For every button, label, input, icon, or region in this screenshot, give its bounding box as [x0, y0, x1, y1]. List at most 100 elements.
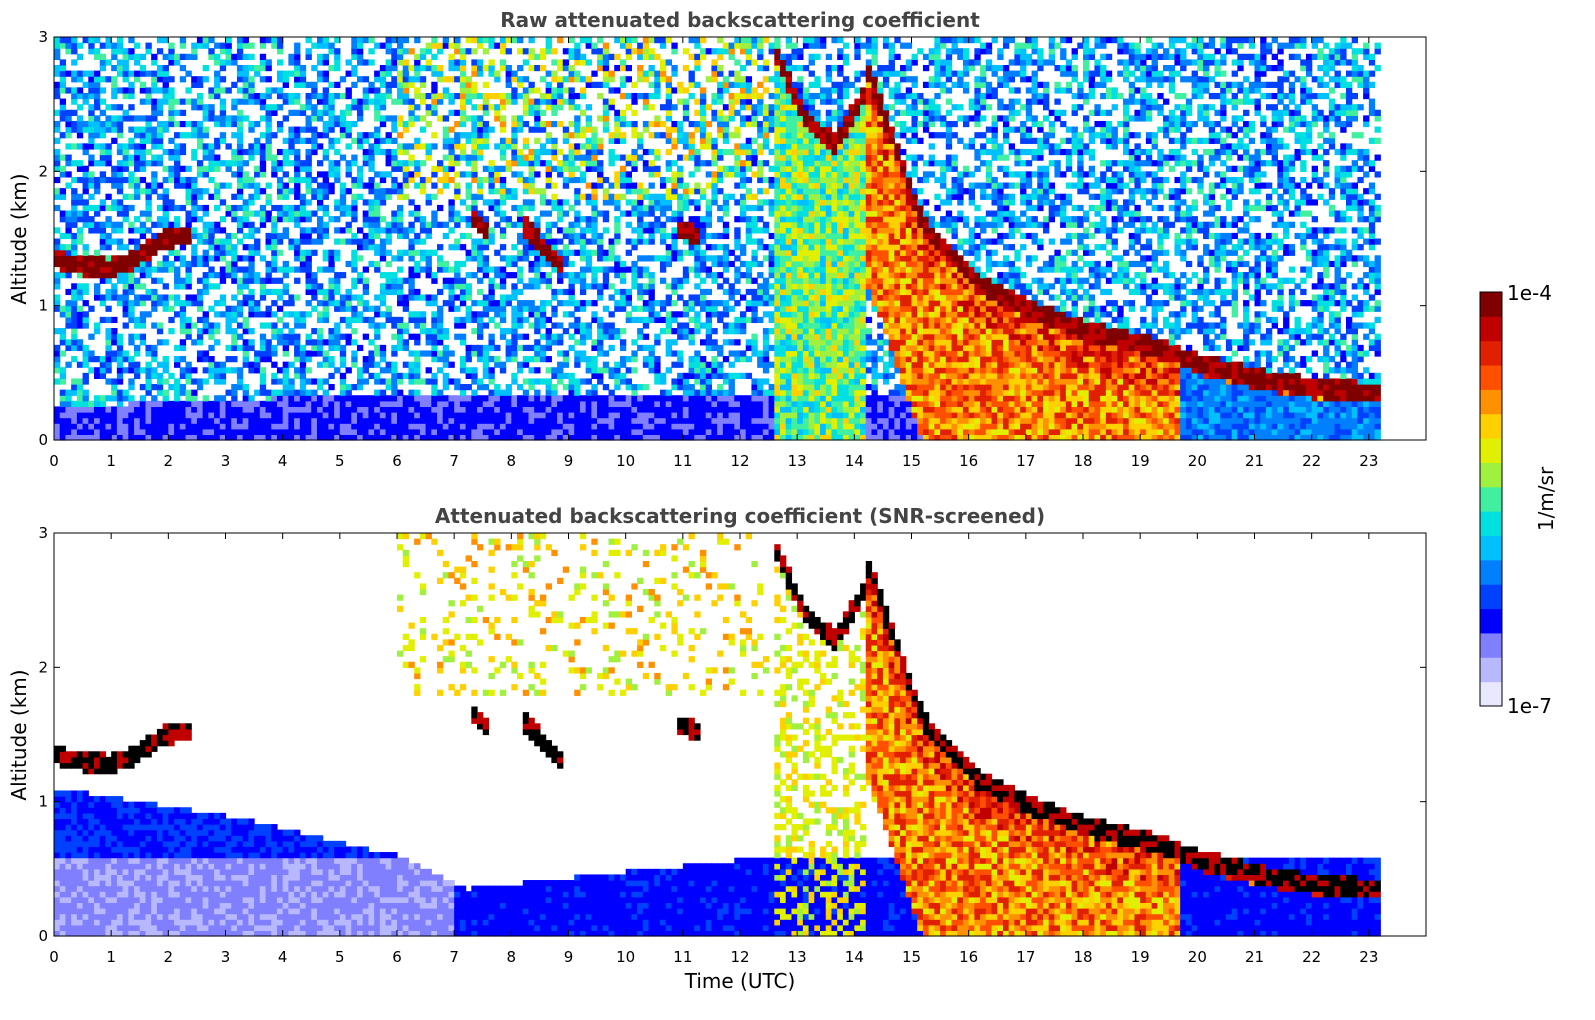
heatmap-cell	[368, 350, 374, 356]
heatmap-cell	[260, 132, 266, 138]
heatmap-cell	[328, 345, 334, 351]
heatmap-cell	[306, 255, 312, 261]
heatmap-cell	[300, 345, 306, 351]
heatmap-cell	[306, 127, 312, 133]
heatmap-cell	[65, 401, 71, 407]
heatmap-cell	[306, 272, 312, 278]
heatmap-cell	[174, 59, 180, 65]
heatmap-cell	[197, 239, 203, 245]
heatmap-cell	[266, 345, 272, 351]
heatmap-cell	[185, 166, 191, 172]
heatmap-cell	[317, 406, 323, 412]
heatmap-cell	[374, 362, 380, 368]
heatmap-cell	[374, 390, 380, 396]
heatmap-cell	[260, 412, 266, 418]
heatmap-cell	[168, 48, 174, 54]
heatmap-cell	[208, 322, 214, 328]
heatmap-cell	[117, 300, 123, 306]
heatmap-cell	[403, 171, 409, 177]
heatmap-cell	[237, 367, 243, 373]
heatmap-cell	[94, 104, 100, 110]
heatmap-cell	[71, 328, 77, 334]
heatmap-cell	[214, 412, 220, 418]
heatmap-cell	[174, 356, 180, 362]
heatmap-cell	[363, 362, 369, 368]
heatmap-cell	[163, 266, 169, 272]
heatmap-cell	[414, 367, 420, 373]
heatmap-cell	[231, 412, 237, 418]
heatmap-cell	[105, 272, 111, 278]
heatmap-cell	[300, 390, 306, 396]
heatmap-cell	[351, 121, 357, 127]
heatmap-cell	[231, 345, 237, 351]
heatmap-cell	[231, 311, 237, 317]
heatmap-cell	[100, 121, 106, 127]
heatmap-cell	[294, 43, 300, 49]
heatmap-cell	[140, 412, 146, 418]
heatmap-cell	[368, 356, 374, 362]
heatmap-cell	[397, 334, 403, 340]
heatmap-cell	[203, 283, 209, 289]
heatmap-cell	[88, 110, 94, 116]
heatmap-cell	[123, 155, 129, 161]
heatmap-cell	[117, 418, 123, 424]
heatmap-cell	[128, 317, 134, 323]
heatmap-cell	[397, 211, 403, 217]
heatmap-cell	[323, 339, 329, 345]
heatmap-cell	[306, 104, 312, 110]
heatmap-cell	[174, 412, 180, 418]
heatmap-cell	[180, 261, 186, 267]
heatmap-cell	[117, 37, 123, 43]
heatmap-cell	[185, 378, 191, 384]
heatmap-cell	[197, 99, 203, 105]
heatmap-cell	[374, 143, 380, 149]
heatmap-cell	[374, 334, 380, 340]
heatmap-cell	[403, 339, 409, 345]
heatmap-cell	[197, 127, 203, 133]
heatmap-cell	[260, 322, 266, 328]
heatmap-cell	[374, 412, 380, 418]
heatmap-cell	[140, 138, 146, 144]
heatmap-cell	[237, 99, 243, 105]
heatmap-cell	[351, 356, 357, 362]
heatmap-cell	[140, 339, 146, 345]
heatmap-cell	[185, 194, 191, 200]
heatmap-cell	[357, 171, 363, 177]
heatmap-cell	[128, 104, 134, 110]
heatmap-cell	[368, 211, 374, 217]
heatmap-cell	[163, 205, 169, 211]
heatmap-cell	[386, 378, 392, 384]
heatmap-cell	[111, 93, 117, 99]
heatmap-cell	[94, 289, 100, 295]
heatmap-cell	[128, 334, 134, 340]
heatmap-cell	[168, 266, 174, 272]
heatmap-cell	[71, 401, 77, 407]
heatmap-cell	[368, 244, 374, 250]
heatmap-cell	[168, 294, 174, 300]
heatmap-cell	[117, 412, 123, 418]
heatmap-cell	[100, 317, 106, 323]
heatmap-cell	[105, 412, 111, 418]
heatmap-cell	[397, 233, 403, 239]
heatmap-cell	[243, 345, 249, 351]
heatmap-cell	[145, 127, 151, 133]
heatmap-cell	[94, 272, 100, 278]
heatmap-cell	[340, 390, 346, 396]
heatmap-cell	[380, 367, 386, 373]
heatmap-cell	[197, 418, 203, 424]
heatmap-cell	[306, 412, 312, 418]
heatmap-cell	[323, 54, 329, 60]
heatmap-cell	[397, 345, 403, 351]
heatmap-cell	[111, 54, 117, 60]
heatmap-cell	[168, 261, 174, 267]
heatmap-cell	[237, 160, 243, 166]
heatmap-cell	[288, 423, 294, 429]
heatmap-cell	[254, 244, 260, 250]
heatmap-cell	[288, 149, 294, 155]
heatmap-cell	[311, 390, 317, 396]
heatmap-cell	[328, 110, 334, 116]
heatmap-cell	[157, 278, 163, 284]
heatmap-cell	[294, 82, 300, 88]
heatmap-cell	[163, 362, 169, 368]
heatmap-cell	[140, 233, 146, 239]
